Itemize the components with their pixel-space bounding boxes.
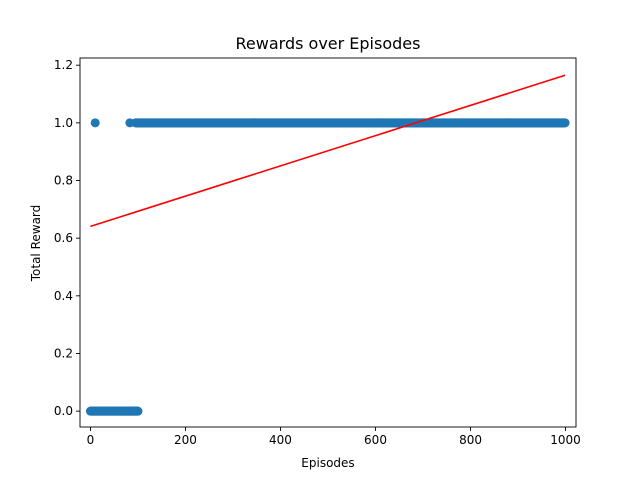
y-tick-label: 1.0 (54, 116, 73, 130)
data-point (560, 118, 570, 128)
y-tick-label: 0.2 (54, 346, 73, 360)
chart-title: Rewards over Episodes (236, 34, 421, 53)
data-point (90, 118, 100, 128)
y-tick-label: 0.0 (54, 404, 73, 418)
plot-area (85, 74, 570, 416)
x-tick-label: 200 (174, 433, 197, 447)
y-tick-label: 1.2 (54, 58, 73, 72)
x-tick-label: 800 (459, 433, 482, 447)
x-tick-label: 1000 (550, 433, 581, 447)
trend-line (90, 74, 566, 228)
y-tick-label: 0.4 (54, 289, 73, 303)
y-tick-label: 0.8 (54, 174, 73, 188)
y-axis-label: Total Reward (29, 205, 43, 283)
x-axis-label: Episodes (301, 456, 354, 470)
y-tick-label: 0.6 (54, 231, 73, 245)
scatter-series (85, 118, 570, 416)
x-tick-label: 600 (364, 433, 387, 447)
x-axis: 0 200 400 600 800 1000 (87, 427, 581, 447)
axes-frame (79, 57, 577, 428)
x-tick-label: 400 (269, 433, 292, 447)
data-point (133, 406, 143, 416)
x-tick-label: 0 (87, 433, 95, 447)
y-axis: 0.0 0.2 0.4 0.6 0.8 1.0 1.2 (54, 58, 80, 418)
